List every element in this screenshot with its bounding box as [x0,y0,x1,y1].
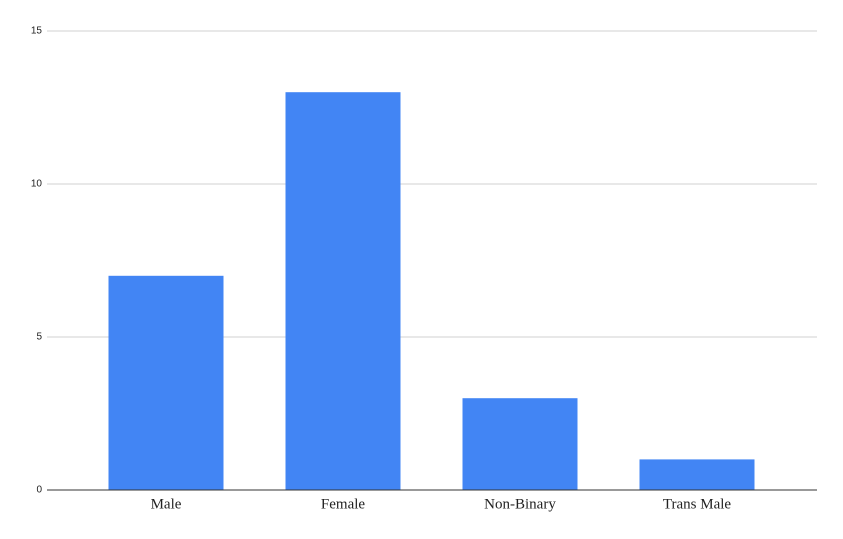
x-tick-label: Trans Male [663,496,732,512]
bar [108,275,224,490]
y-tick-label: 0 [36,485,42,496]
y-tick-label: 10 [31,179,43,190]
x-tick-label: Male [151,496,182,512]
x-tick-label: Non-Binary [484,496,556,512]
bar [639,459,755,490]
x-tick-label: Female [321,496,365,512]
y-tick-label: 15 [31,26,43,37]
bar [285,92,401,490]
y-tick-label: 5 [36,332,42,343]
bar [462,398,578,490]
